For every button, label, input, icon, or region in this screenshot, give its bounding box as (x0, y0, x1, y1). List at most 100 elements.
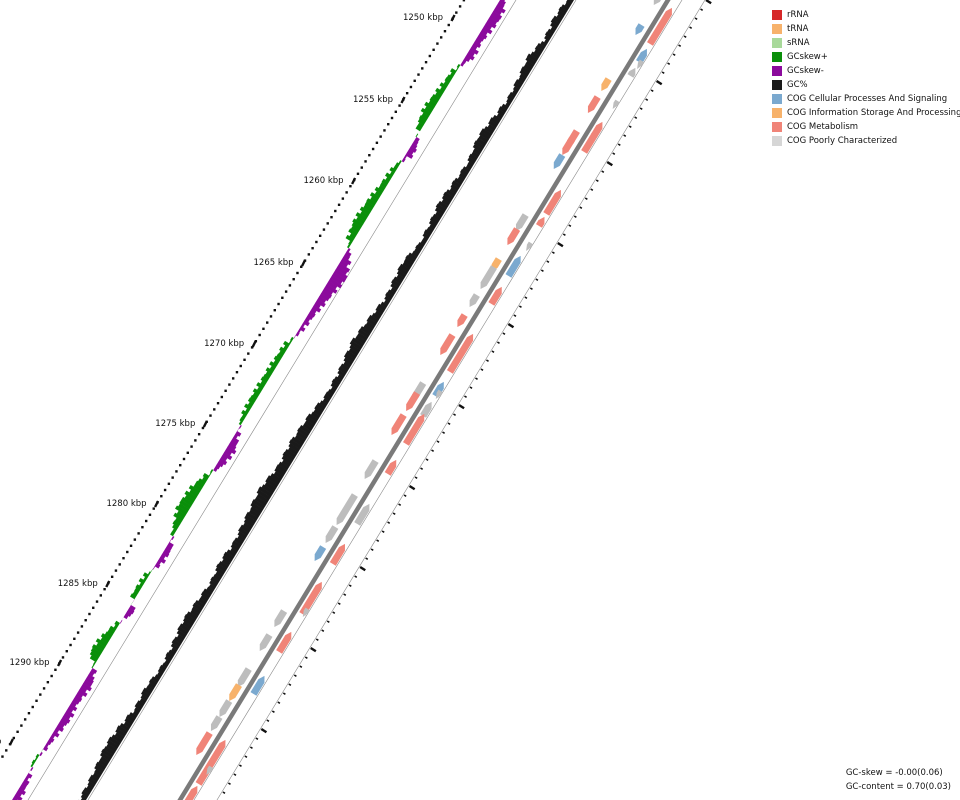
gc-skew-positive-bar (130, 593, 137, 600)
gc-content-bar (330, 386, 337, 393)
gc-skew-negative-bar (235, 431, 242, 437)
gc-content-bar (281, 459, 291, 468)
ruler-dot (175, 470, 178, 473)
outer-tick (282, 692, 286, 695)
ruler-dot (405, 92, 409, 95)
gc-content-bar (420, 239, 427, 246)
gc-skew-positive-bar (172, 520, 181, 528)
gc-content-bar (316, 402, 326, 411)
outer-tick (299, 665, 303, 668)
ruler-major-tick (8, 738, 14, 746)
gc-skew-positive-bar (346, 244, 351, 249)
gc-content-bar (403, 258, 414, 267)
gc-skew-negative-bar (90, 668, 98, 675)
gc-skew-negative-bar (86, 674, 95, 681)
ruler-tick-label: 1285 kbp (58, 579, 98, 589)
gc-skew-negative-bar (310, 308, 317, 314)
gc-content-bar (385, 292, 394, 300)
ruler-major-tick (153, 500, 160, 508)
gc-skew-negative-bar (77, 689, 88, 697)
gc-content-bar (106, 739, 119, 750)
gc-content-bar (80, 793, 88, 800)
gene-feature (469, 293, 480, 308)
gc-skew-positive-bar (359, 206, 371, 216)
ruler-dot (262, 327, 265, 330)
outer-tick (420, 467, 424, 470)
legend-swatch (772, 80, 782, 90)
gc-content-bar (435, 203, 447, 213)
legend-label: GC% (787, 80, 808, 90)
gc-skew-negative-bar (163, 548, 171, 555)
outer-tick (573, 215, 577, 218)
gc-content-bar (459, 172, 467, 180)
outer-tick (639, 107, 643, 110)
gc-skew-positive-bar (244, 403, 252, 411)
gc-content-bar (264, 482, 277, 492)
gc-skew-negative-bar (480, 29, 488, 36)
gc-skew-negative-bar (152, 566, 156, 570)
gc-content-bar (164, 655, 173, 663)
gene-feature (336, 493, 358, 526)
gc-content-bar (244, 514, 257, 525)
gc-content-bar (206, 586, 215, 594)
gc-skew-positive-bar (366, 198, 377, 207)
gc-content-bar (210, 576, 220, 585)
gc-content-bar (179, 623, 191, 633)
gc-content-bar (526, 53, 539, 63)
legend-label: rRNA (787, 10, 809, 20)
gc-content-bar (357, 328, 370, 339)
ruler-dot (371, 147, 375, 151)
gc-content-bar (530, 51, 540, 60)
gc-content-bar (250, 506, 262, 516)
gc-content-bar (230, 547, 238, 555)
gc-skew-positive-bar (89, 651, 100, 660)
gc-content-bar (171, 639, 182, 648)
legend-swatch (772, 38, 782, 48)
gc-skew-positive-bar (100, 637, 109, 645)
gc-content-bar (86, 785, 94, 792)
gc-skew-negative-bar (471, 44, 478, 50)
legend-label: COG Metabolism (787, 122, 859, 132)
ruler-major-tick (300, 259, 307, 267)
gc-skew-negative-bar (308, 311, 316, 318)
gc-skew-negative-bar (154, 563, 161, 569)
gc-content-bar (173, 636, 183, 645)
ruler-dot (421, 67, 424, 70)
gc-content-bar (140, 690, 151, 699)
gc-content-bar (200, 595, 209, 603)
gene-feature (435, 389, 443, 399)
gc-skew-negative-bar (222, 452, 233, 461)
gc-skew-positive-bar (360, 210, 369, 219)
ruler-dot (190, 445, 193, 448)
legend-swatch (772, 24, 782, 34)
outer-tick (672, 53, 676, 56)
ruler-dot (95, 600, 99, 603)
outer-tick (645, 98, 649, 101)
ruler-dot (12, 736, 16, 740)
gc-skew-positive-bar (290, 336, 294, 342)
gc-skew-positive-bar (378, 185, 386, 192)
gc-skew-positive-bar (241, 409, 249, 417)
outer-tick (370, 548, 374, 551)
gc-content-bar (489, 117, 500, 126)
gc-content-bar (383, 299, 390, 306)
gc-skew-positive-bar (132, 590, 139, 597)
gc-skew-positive-bar (202, 472, 210, 480)
gc-skew-positive-bar (201, 476, 208, 483)
gc-content-bar (288, 443, 301, 453)
gene-feature (195, 739, 226, 786)
gene-feature (420, 401, 432, 418)
gc-skew-negative-bar (333, 269, 348, 280)
gene-feature (526, 241, 534, 251)
gc-content-bar (278, 461, 290, 471)
gc-skew-negative-bar (63, 713, 71, 720)
ruler-dot (76, 631, 80, 634)
gc-content-bar (396, 274, 405, 282)
gc-skew-negative-bar (44, 743, 49, 748)
gc-content-bar (449, 187, 458, 195)
gc-skew-positive-bar (178, 503, 190, 513)
ruler-dot (387, 123, 390, 126)
gc-content-bar (417, 241, 425, 249)
gc-skew-positive-bar (95, 638, 108, 648)
